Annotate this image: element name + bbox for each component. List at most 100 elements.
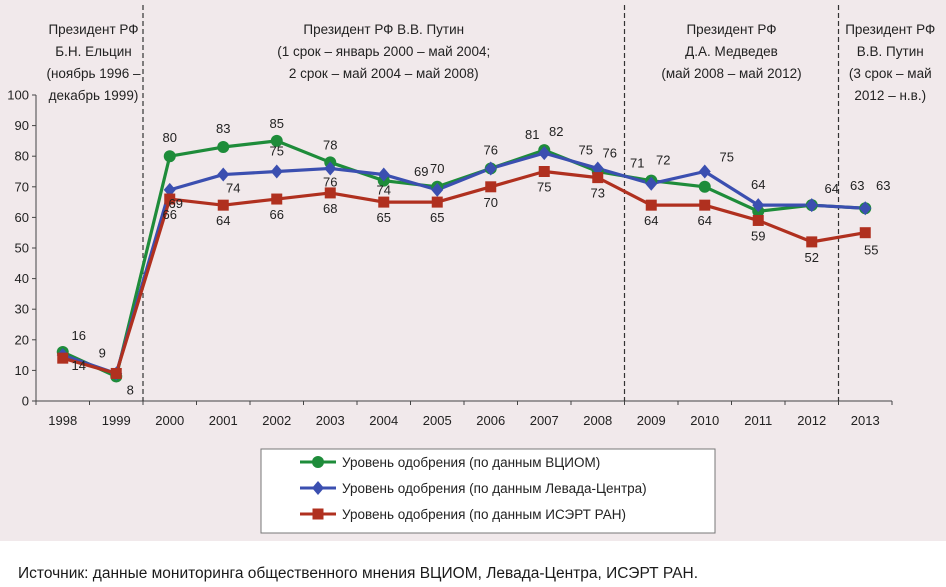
data-label: 55 (864, 243, 878, 258)
period-label: В.В. Путин (857, 44, 924, 59)
period-label: (ноябрь 1996 – (46, 66, 141, 81)
series-1-point (270, 164, 283, 179)
x-tick-label: 2010 (690, 413, 719, 428)
data-label: 8 (127, 383, 134, 398)
period-label: (3 срок – май (849, 66, 932, 81)
series-1-point (698, 164, 711, 179)
period-label: Б.Н. Ельцин (55, 44, 132, 59)
series-1-point (752, 198, 765, 213)
series-2-point (324, 187, 336, 199)
data-label: 70 (430, 161, 444, 176)
data-label: 75 (270, 144, 284, 159)
y-tick-label: 80 (15, 149, 29, 164)
y-tick-label: 100 (7, 88, 29, 103)
series-1-point (484, 161, 497, 176)
x-tick-label: 2001 (209, 413, 238, 428)
data-label: 63 (876, 178, 890, 193)
series-2-point (645, 199, 657, 211)
data-label: 76 (323, 174, 337, 189)
legend-marker-0 (312, 456, 324, 468)
series-0-point (163, 150, 176, 163)
legend-marker-1 (312, 481, 324, 495)
data-label: 14 (72, 358, 86, 373)
series-2-point (378, 196, 390, 208)
series-1-point (377, 167, 390, 182)
source-note: Источник: данные мониторинга общественно… (18, 565, 698, 582)
series-line-2 (62, 169, 866, 376)
x-tick-label: 2011 (744, 413, 772, 428)
data-label: 64 (751, 177, 765, 192)
x-tick-label: 2002 (262, 413, 291, 428)
period-label: (1 срок – январь 2000 – май 2004; (277, 44, 490, 59)
y-tick-label: 0 (22, 394, 29, 409)
series-2-point (485, 181, 497, 193)
data-label: 76 (484, 142, 498, 157)
period-label: 2012 – н.в.) (854, 88, 926, 103)
data-label: 80 (163, 130, 177, 145)
series-1-point (163, 182, 176, 197)
data-label: 65 (377, 210, 391, 225)
data-label: 74 (226, 181, 240, 196)
y-tick-label: 20 (15, 332, 29, 347)
data-label: 16 (72, 328, 86, 343)
data-label: 64 (698, 213, 712, 228)
period-label: Президент РФ (686, 22, 776, 37)
data-label: 65 (430, 210, 444, 225)
data-label: 69 (414, 164, 428, 179)
series-2-point (164, 193, 176, 205)
series-2-point (538, 166, 550, 177)
legend-label-2: Уровень одобрения (по данным ИСЭРТ РАН) (342, 507, 626, 522)
series-1-point (324, 161, 337, 176)
data-label: 52 (805, 250, 819, 265)
data-label: 75 (720, 150, 734, 165)
series-2-point (431, 196, 443, 208)
x-tick-label: 2009 (637, 413, 666, 428)
data-label: 64 (216, 213, 230, 228)
data-label: 74 (377, 183, 391, 198)
data-label: 63 (850, 178, 864, 193)
legend-label-0: Уровень одобрения (по данным ВЦИОМ) (342, 455, 600, 470)
y-tick-label: 70 (15, 179, 29, 194)
legend-marker-2 (312, 508, 324, 520)
period-label: Президент РФ (845, 22, 935, 37)
series-0-point (270, 134, 283, 147)
series-2-point (699, 199, 711, 211)
series-2-point (752, 214, 764, 226)
series-0-point (698, 180, 711, 193)
series-2-point (271, 193, 283, 205)
series-2-point (592, 172, 604, 184)
data-label: 66 (163, 207, 177, 222)
period-label: декабрь 1999) (49, 88, 139, 103)
data-label: 72 (656, 153, 670, 168)
data-label: 71 (630, 156, 644, 171)
x-tick-label: 2000 (155, 413, 184, 428)
series-1-point (805, 198, 818, 213)
data-label: 81 (525, 127, 539, 142)
legend-box (260, 448, 716, 534)
x-tick-label: 2003 (316, 413, 345, 428)
data-label: 64 (825, 181, 839, 196)
data-label: 83 (216, 121, 230, 136)
data-label: 75 (537, 180, 551, 195)
data-label: 73 (591, 186, 605, 201)
x-tick-label: 2013 (851, 413, 880, 428)
period-label: Президент РФ В.В. Путин (303, 22, 464, 37)
x-tick-label: 1999 (102, 413, 131, 428)
series-2-point (110, 367, 122, 379)
series-1-point (431, 182, 444, 197)
data-label: 76 (603, 146, 617, 161)
data-label: 82 (549, 124, 563, 139)
series-0-point (217, 141, 230, 154)
chart-panel: 0 10 20 30 40 50 60 70 80 90 100 1998 1999 2000 2001 20… (0, 0, 946, 541)
period-label: Д.А. Медведев (685, 44, 778, 59)
x-tick-label: 2008 (583, 413, 612, 428)
x-tick-label: 1998 (48, 413, 77, 428)
period-label: (май 2008 – май 2012) (661, 66, 801, 81)
data-label: 85 (270, 116, 284, 131)
data-label: 66 (270, 207, 284, 222)
series-1-point (645, 176, 658, 191)
x-tick-label: 2004 (369, 413, 398, 428)
series-1-point (859, 201, 872, 216)
legend-label-1: Уровень одобрения (по данным Левада-Цент… (342, 481, 647, 496)
data-label: 9 (99, 345, 106, 360)
